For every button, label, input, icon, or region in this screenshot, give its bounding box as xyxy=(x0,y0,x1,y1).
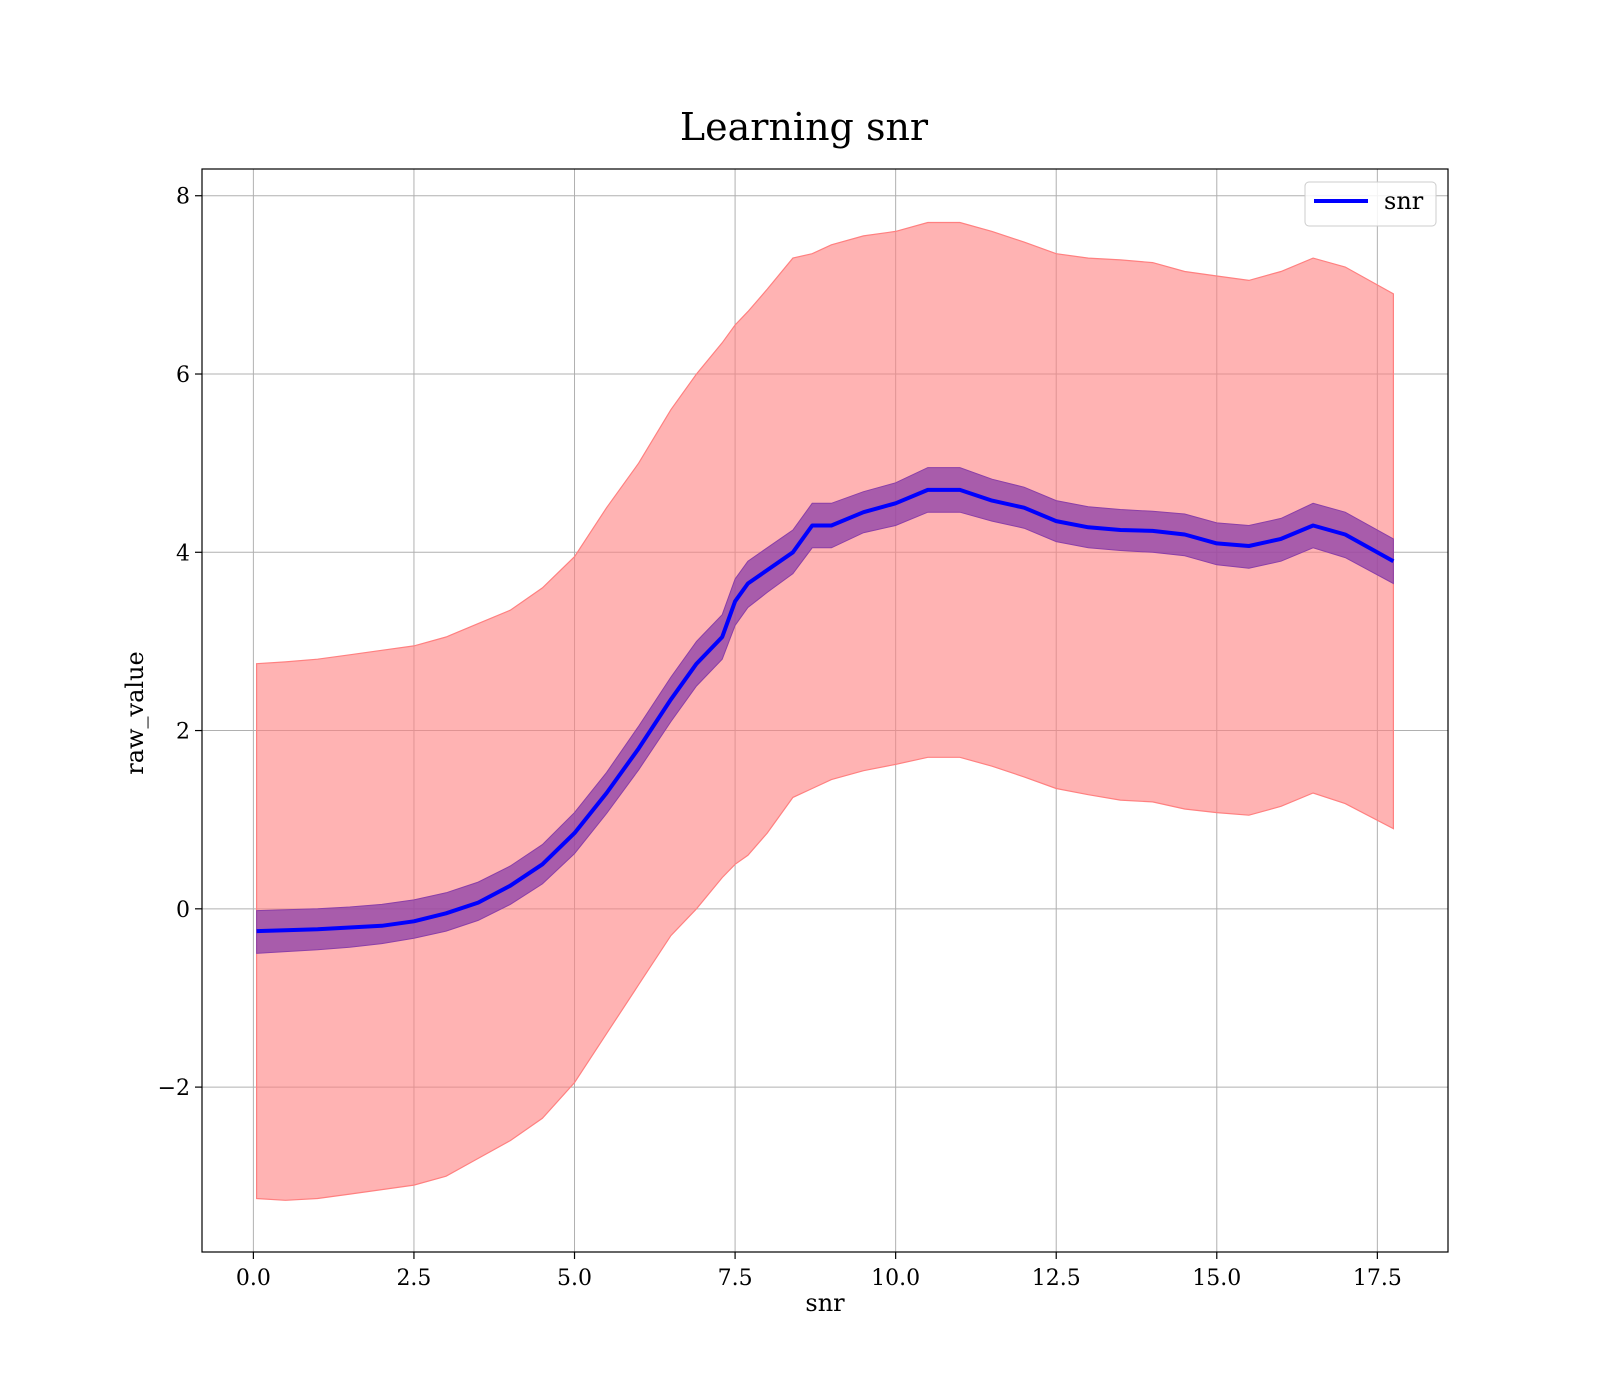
x-tick-label-0: 0.0 xyxy=(236,1266,271,1291)
plot-area xyxy=(256,221,1395,1201)
chart-title: Learning snr xyxy=(680,105,929,149)
x-tick-label-1: 2.5 xyxy=(396,1266,431,1291)
x-axis-label: snr xyxy=(805,1289,845,1317)
x-tick-label-4: 10.0 xyxy=(871,1266,920,1291)
y-tick-label-4: 6 xyxy=(176,363,190,388)
y-axis: −2 0 2 4 6 8 xyxy=(158,185,202,1101)
y-axis-label: raw_value xyxy=(121,651,149,775)
legend: snr xyxy=(1304,181,1437,227)
inner-confidence-band xyxy=(256,467,1394,954)
x-tick-label-2: 5.0 xyxy=(557,1266,592,1291)
y-tick-label-1: 0 xyxy=(176,898,190,923)
x-tick-label-3: 7.5 xyxy=(718,1266,753,1291)
y-tick-label-2: 2 xyxy=(176,720,190,745)
x-axis: 0.0 2.5 5.0 7.5 10.0 12.5 15.0 17.5 xyxy=(236,1252,1402,1291)
x-tick-label-7: 17.5 xyxy=(1353,1266,1402,1291)
series-line-snr xyxy=(256,487,1395,934)
plot-frame xyxy=(201,168,1449,1253)
y-tick-label-3: 4 xyxy=(176,541,190,566)
legend-entry-snr: snr xyxy=(1384,187,1424,215)
x-tick-label-6: 15.0 xyxy=(1192,1266,1241,1291)
y-tick-label-5: 8 xyxy=(176,185,190,210)
legend-box xyxy=(1304,181,1437,227)
outer-confidence-band xyxy=(256,221,1394,1201)
y-tick-label-0: −2 xyxy=(158,1076,190,1101)
x-tick-label-5: 12.5 xyxy=(1032,1266,1081,1291)
